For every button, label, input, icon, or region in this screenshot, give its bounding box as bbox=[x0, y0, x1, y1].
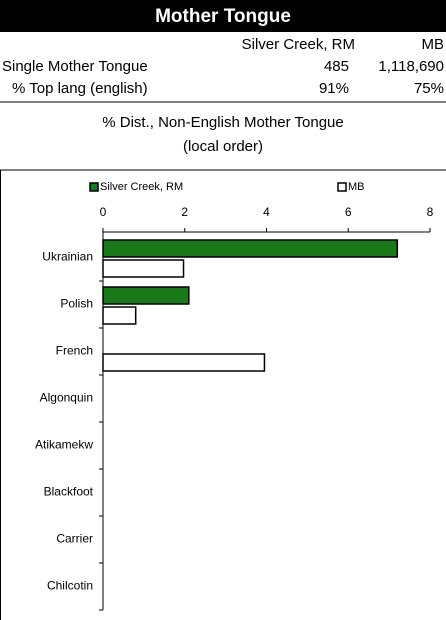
title-bar bbox=[0, 0, 446, 32]
y-tick-label: Ukrainian bbox=[42, 250, 93, 264]
y-tick-label: Chilcotin bbox=[47, 579, 93, 593]
table-title: Mother Tongue bbox=[155, 6, 291, 27]
x-tick-label: 4 bbox=[263, 205, 270, 219]
bar bbox=[102, 286, 190, 305]
y-tick-label: Polish bbox=[60, 297, 93, 311]
x-tick-label: 0 bbox=[100, 205, 107, 219]
legend-swatch bbox=[89, 182, 99, 192]
y-tick-label: Algonquin bbox=[40, 391, 93, 405]
chart-title: % Dist., Non-English Mother Tongue bbox=[102, 114, 344, 131]
bar bbox=[102, 239, 399, 258]
legend-label: Silver Creek, RM bbox=[100, 181, 183, 193]
y-tick-label: Blackfoot bbox=[44, 485, 94, 499]
x-tick-label: 2 bbox=[181, 205, 188, 219]
bar bbox=[102, 259, 185, 278]
legend-label: MB bbox=[348, 181, 365, 193]
row-label: % Top lang (english) bbox=[12, 80, 148, 97]
x-tick-label: 8 bbox=[427, 205, 434, 219]
cell: 75% bbox=[414, 80, 444, 97]
y-tick-label: Carrier bbox=[56, 532, 93, 546]
cell: 91% bbox=[319, 80, 349, 97]
y-tick-label: French bbox=[56, 344, 93, 358]
cell: 1,118,690 bbox=[378, 58, 444, 75]
bar bbox=[102, 306, 137, 325]
y-tick-label: Atikamekw bbox=[35, 438, 93, 452]
row-label: Single Mother Tongue bbox=[2, 58, 148, 75]
chart-subtitle: (local order) bbox=[183, 138, 263, 155]
cell: 485 bbox=[324, 58, 349, 75]
column-header: MB bbox=[422, 36, 445, 53]
bar bbox=[102, 353, 266, 372]
column-header: Silver Creek, RM bbox=[242, 36, 355, 53]
legend-swatch bbox=[337, 182, 347, 192]
x-tick-label: 6 bbox=[345, 205, 352, 219]
